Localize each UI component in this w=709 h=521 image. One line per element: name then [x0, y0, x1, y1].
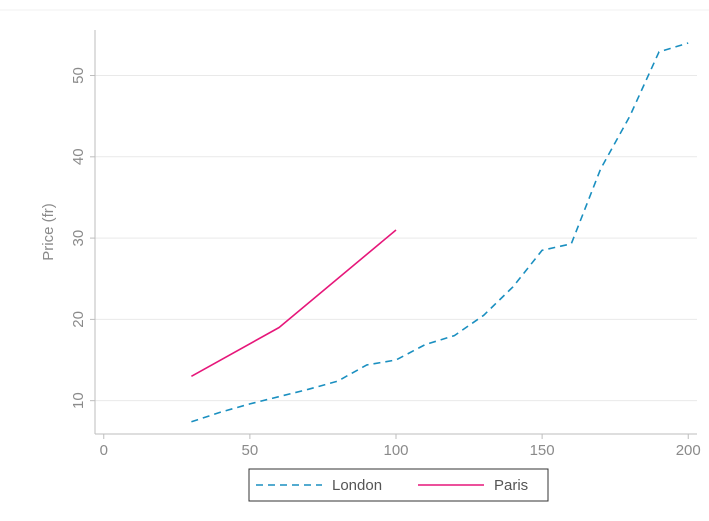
legend-box	[248, 468, 549, 502]
y-axis-ticks: 10 20 30 40 50	[70, 67, 95, 409]
series-line-paris	[191, 229, 397, 377]
y-tick-label-50: 50	[70, 67, 87, 84]
y-axis-title: Price (fr)	[40, 203, 57, 261]
y-tick-label-10: 10	[70, 392, 87, 409]
x-tick-label-150: 150	[530, 442, 555, 459]
x-tick-label-200: 200	[676, 442, 701, 459]
x-tick-label-100: 100	[383, 442, 408, 459]
gridlines	[95, 75, 697, 402]
legend-label-paris: Paris	[494, 477, 528, 494]
x-axis-ticks: 0 50 100 150 200	[100, 434, 701, 459]
series-lines	[191, 42, 689, 423]
x-tick-label-50: 50	[242, 442, 259, 459]
legend-label-london: London	[332, 477, 382, 494]
y-tick-label-40: 40	[70, 148, 87, 165]
axes	[94, 30, 697, 435]
y-tick-label-30: 30	[70, 230, 87, 247]
x-tick-label-0: 0	[100, 442, 108, 459]
legend: London Paris	[248, 468, 549, 502]
y-tick-label-20: 20	[70, 311, 87, 328]
series-line-london	[191, 42, 689, 423]
